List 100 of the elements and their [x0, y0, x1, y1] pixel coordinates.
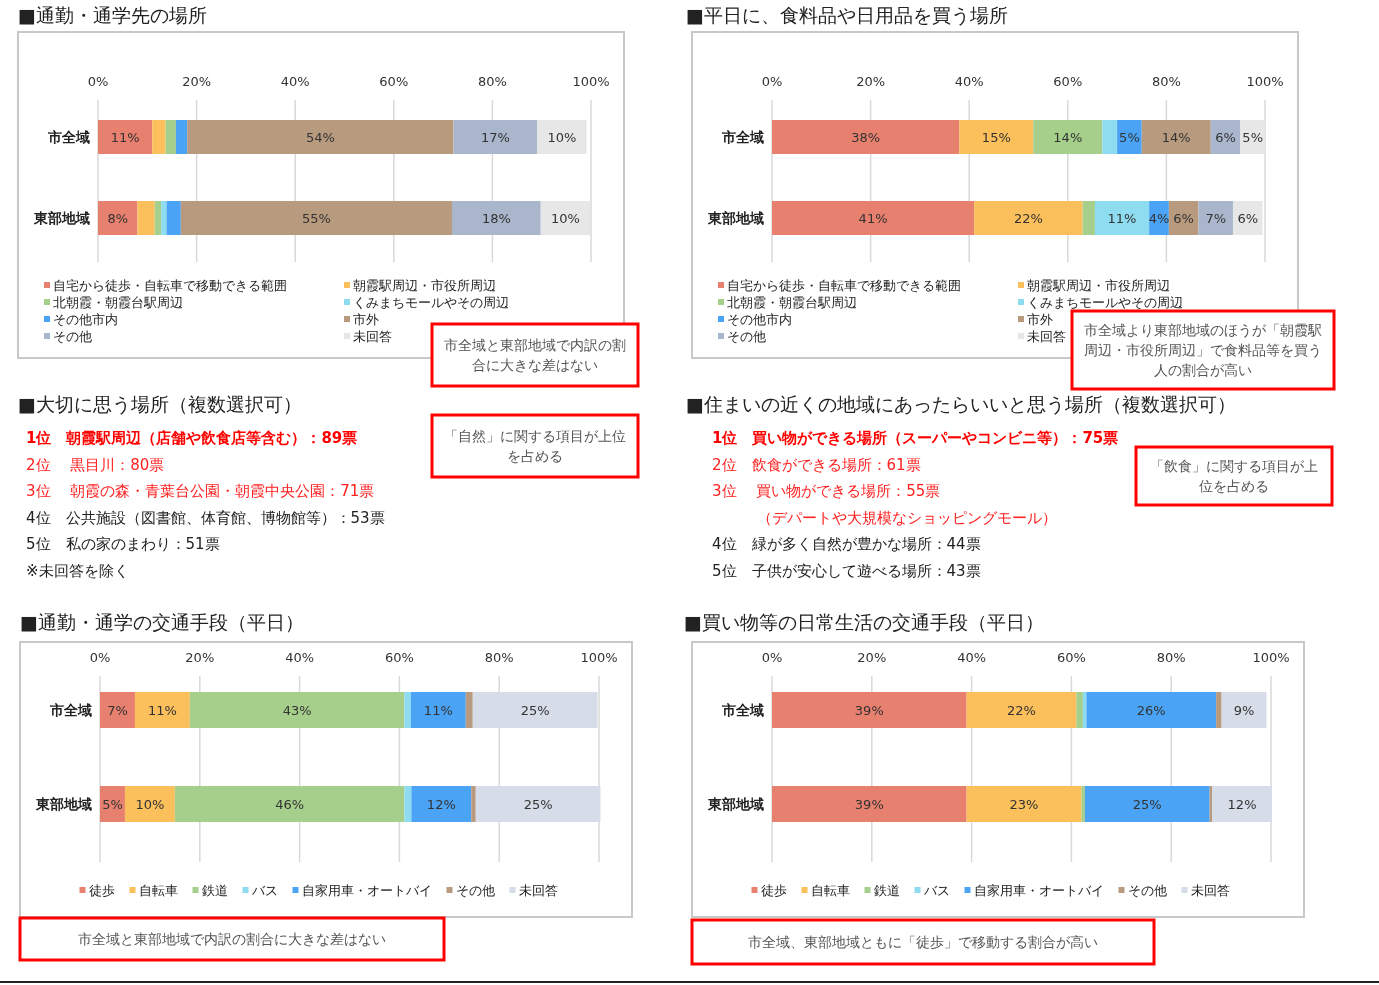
x-tick-label: 0% — [89, 650, 111, 665]
bar — [411, 786, 472, 822]
data-label: 17% — [480, 130, 510, 145]
y-tick-label: 市全域 — [721, 129, 764, 145]
bar — [174, 786, 405, 822]
bar — [98, 201, 138, 235]
bar — [1086, 692, 1217, 728]
bar — [540, 201, 591, 235]
legend-label: 自家用車・オートバイ — [301, 883, 432, 898]
y-tick-label: 東部地域 — [707, 210, 764, 226]
data-label: 38% — [851, 130, 881, 145]
bar — [453, 120, 538, 154]
chart-title: ■通勤・通学先の場所 — [18, 4, 207, 26]
text: 4位 公共施設（図書館、体育館、博物館等）：53票 — [26, 508, 385, 527]
legend-label: くみまちモールやその周辺 — [353, 295, 509, 310]
bar — [772, 120, 960, 154]
bar — [98, 120, 153, 154]
bar — [465, 692, 473, 728]
x-tick-label: 80% — [1156, 650, 1186, 665]
data-label: 6% — [1215, 130, 1236, 145]
data-label: 11% — [110, 130, 140, 145]
legend-label: 市外 — [353, 312, 379, 327]
data-label: 11% — [1107, 211, 1137, 226]
legend-label: 未回答 — [518, 883, 558, 898]
data-label: 5% — [102, 797, 123, 812]
legend-label: 未回答 — [1190, 883, 1230, 898]
legend-label: 未回答 — [353, 329, 392, 344]
data-label: 5% — [1242, 130, 1263, 145]
bar — [1094, 201, 1150, 235]
callout: 「自然」に関する項目が上位を占める — [430, 413, 640, 479]
bar — [404, 786, 412, 822]
data-label: 8% — [107, 211, 129, 226]
bar — [187, 120, 454, 154]
callout: 市全域と東部地域で内訳の割合に大きな差はない — [430, 322, 640, 388]
data-label: 4% — [1148, 211, 1170, 226]
data-label: 25% — [1132, 797, 1162, 812]
bar — [410, 692, 466, 728]
bar — [404, 692, 411, 728]
x-tick-label: 60% — [379, 74, 409, 89]
data-label: 5% — [1119, 130, 1140, 145]
data-label: 15% — [981, 130, 1011, 145]
legend-label: 徒歩 — [88, 883, 115, 898]
x-tick-label: 0% — [761, 74, 783, 89]
data-label: 41% — [858, 211, 888, 226]
x-tick-label: 80% — [1151, 74, 1181, 89]
bar — [1212, 786, 1272, 822]
x-tick-label: 20% — [182, 74, 212, 89]
legend-label: その他 — [53, 329, 92, 344]
callout: 市全域より東部地域のほうが「朝霞駅周辺・市役所周辺」で食料品等を買う人の割合が高い — [1070, 309, 1336, 391]
legend-label: その他 — [727, 329, 766, 344]
data-label: 43% — [282, 703, 312, 718]
bar — [1216, 692, 1222, 728]
data-label: 18% — [481, 211, 511, 226]
data-label: 14% — [1053, 130, 1083, 145]
data-label: 10% — [550, 211, 580, 226]
x-tick-label: 0% — [761, 650, 783, 665]
data-label: 46% — [275, 797, 305, 812]
x-tick-label: 100% — [1252, 650, 1290, 665]
legend-label: バス — [250, 883, 278, 898]
data-label: 12% — [426, 797, 456, 812]
data-label: 10% — [547, 130, 577, 145]
chart-title: ■平日に、食料品や日用品を買う場所 — [686, 4, 1008, 26]
x-tick-label: 0% — [87, 74, 109, 89]
legend-label: 北朝霞・朝霞台駅周辺 — [53, 295, 183, 310]
data-label: 10% — [135, 797, 165, 812]
legend-label: その他市内 — [727, 312, 792, 327]
bar — [959, 120, 1034, 154]
text: （デパートや大規模なショッピングモール） — [712, 508, 1057, 527]
data-label: 26% — [1136, 703, 1166, 718]
x-tick-label: 80% — [477, 74, 507, 89]
data-label: 7% — [107, 703, 128, 718]
legend-label: 鉄道 — [873, 883, 900, 898]
data-label: 23% — [1009, 797, 1039, 812]
data-label: 12% — [1227, 797, 1257, 812]
x-tick-label: 40% — [280, 74, 310, 89]
x-tick-label: 20% — [185, 650, 215, 665]
legend-label: 朝霞駅周辺・市役所周辺 — [1027, 278, 1170, 293]
bar — [1082, 201, 1095, 235]
data-label: 11% — [423, 703, 453, 718]
text: 5位 私の家のまわり：51票 — [26, 535, 220, 553]
bar — [161, 201, 167, 235]
y-tick-label: 東部地域 — [33, 210, 90, 226]
legend-label: 朝霞駅周辺・市役所周辺 — [353, 278, 496, 293]
data-label: 11% — [147, 703, 177, 718]
legend-label: 自転車 — [138, 883, 178, 898]
bar — [1084, 786, 1210, 822]
x-tick-label: 60% — [1053, 74, 1083, 89]
bar — [966, 692, 1077, 728]
text: 2位 飲食ができる場所：61票 — [712, 455, 921, 474]
x-tick-label: 20% — [856, 74, 886, 89]
bar — [1141, 120, 1211, 154]
y-tick-label: 市全域 — [49, 702, 92, 718]
bar — [772, 786, 967, 822]
bar — [165, 120, 176, 154]
legend-label: 鉄道 — [201, 883, 228, 898]
data-label: 39% — [854, 703, 884, 718]
text: ※未回答を除く — [26, 561, 129, 580]
x-tick-label: 100% — [1246, 74, 1284, 89]
bar — [100, 692, 135, 728]
y-tick-label: 市全域 — [47, 129, 90, 145]
